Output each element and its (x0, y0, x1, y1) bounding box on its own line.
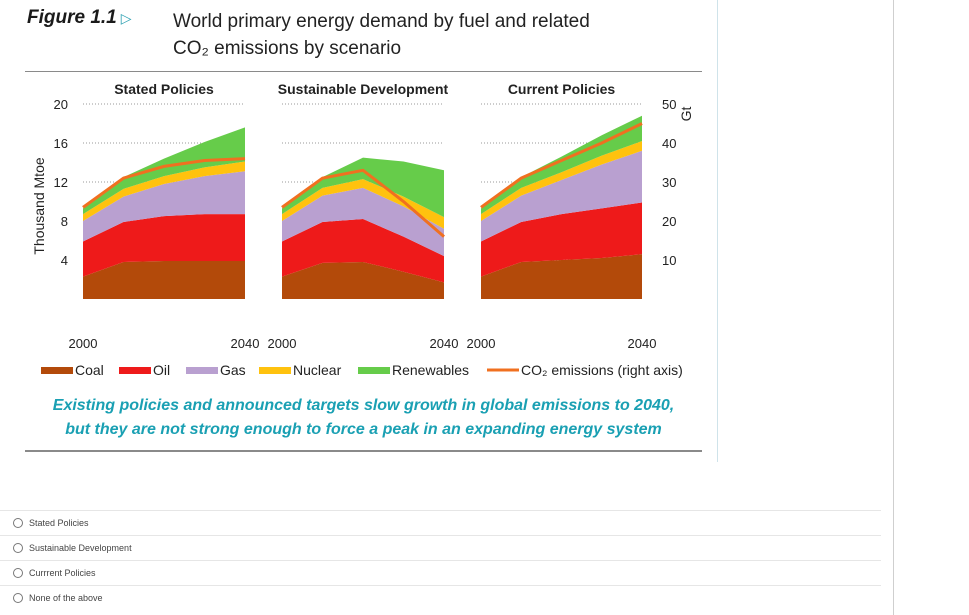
top-rule (25, 71, 702, 72)
area-coal (481, 254, 642, 299)
y-tick-label: 4 (61, 253, 68, 268)
x-tick-label: 2000 (467, 336, 496, 351)
x-tick-label: 2040 (628, 336, 657, 351)
figure-label: Figure 1.1 ▷ (27, 7, 132, 28)
y-right-tick-label: 10 (662, 253, 676, 268)
option-label: Currrent Policies (29, 568, 96, 578)
area-nuclear (481, 141, 642, 221)
panel-title: Sustainable Development (278, 81, 449, 97)
radio-icon[interactable] (13, 543, 23, 553)
legend-swatch-renewables (358, 367, 390, 374)
legend-swatch-nuclear (259, 367, 291, 374)
y-right-tick-label: 20 (662, 214, 676, 229)
figure-caption: Existing policies and announced targets … (25, 394, 702, 442)
y-right-axis-title: Gt (678, 107, 694, 122)
x-tick-label: 2000 (268, 336, 297, 351)
option-label: Stated Policies (29, 518, 89, 528)
area-gas (481, 150, 642, 242)
area-oil (481, 202, 642, 277)
y-axis-title: Thousand Mtoe (31, 157, 47, 254)
y-tick-label: 16 (54, 136, 68, 151)
panel-title: Current Policies (508, 81, 616, 97)
option-sustainable-development[interactable]: Sustainable Development (0, 535, 881, 560)
x-tick-label: 2040 (430, 336, 459, 351)
panel-title: Stated Policies (114, 81, 214, 97)
legend-label: CO₂ emissions (right axis) (521, 362, 683, 378)
area-renewables (481, 115, 642, 215)
caption-line1: Existing policies and announced targets … (52, 397, 675, 414)
legend-label: Renewables (392, 362, 469, 378)
x-tick-label: 2000 (69, 336, 98, 351)
co2-line (480, 122, 643, 209)
legend-swatch-gas (186, 367, 218, 374)
y-tick-label: 12 (54, 175, 68, 190)
radio-icon[interactable] (13, 568, 23, 578)
figure-title: World primary energy demand by fuel and … (173, 8, 590, 62)
y-right-tick-label: 40 (662, 136, 676, 151)
legend-label: Coal (75, 362, 104, 378)
answer-options: Stated Policies Sustainable Development … (0, 510, 881, 610)
legend-label: Nuclear (293, 362, 342, 378)
radio-icon[interactable] (13, 593, 23, 603)
sidebar-divider (893, 0, 894, 615)
legend-swatch-coal (41, 367, 73, 374)
area-coal (83, 260, 245, 299)
option-current-policies[interactable]: Currrent Policies (0, 560, 881, 585)
panel-divider (717, 0, 718, 462)
area-nuclear (282, 179, 444, 229)
y-tick-label: 8 (61, 214, 68, 229)
figure-title-line1: World primary energy demand by fuel and … (173, 11, 590, 32)
co2-line (82, 157, 246, 209)
area-nuclear (83, 161, 245, 221)
option-label: None of the above (29, 593, 103, 603)
area-renewables (282, 157, 444, 218)
figure-title-line2: CO₂ emissions by scenario (173, 38, 402, 59)
area-oil (83, 214, 245, 277)
radio-icon[interactable] (13, 518, 23, 528)
area-oil (282, 219, 444, 283)
legend-label: Gas (220, 362, 246, 378)
option-label: Sustainable Development (29, 543, 132, 553)
x-tick-label: 2040 (231, 336, 260, 351)
area-gas (83, 171, 245, 242)
caption-line2: but they are not strong enough to force … (65, 421, 662, 438)
legend-label: Oil (153, 362, 170, 378)
bottom-rule (25, 450, 702, 452)
y-right-tick-label: 30 (662, 175, 676, 190)
area-gas (282, 187, 444, 257)
option-none-of-the-above[interactable]: None of the above (0, 585, 881, 610)
y-right-tick-label: 50 (662, 97, 676, 112)
area-coal (282, 261, 444, 299)
option-stated-policies[interactable]: Stated Policies (0, 510, 881, 535)
co2-line (281, 168, 445, 238)
legend-swatch-oil (119, 367, 151, 374)
area-renewables (83, 127, 245, 215)
y-tick-label: 20 (54, 97, 68, 112)
